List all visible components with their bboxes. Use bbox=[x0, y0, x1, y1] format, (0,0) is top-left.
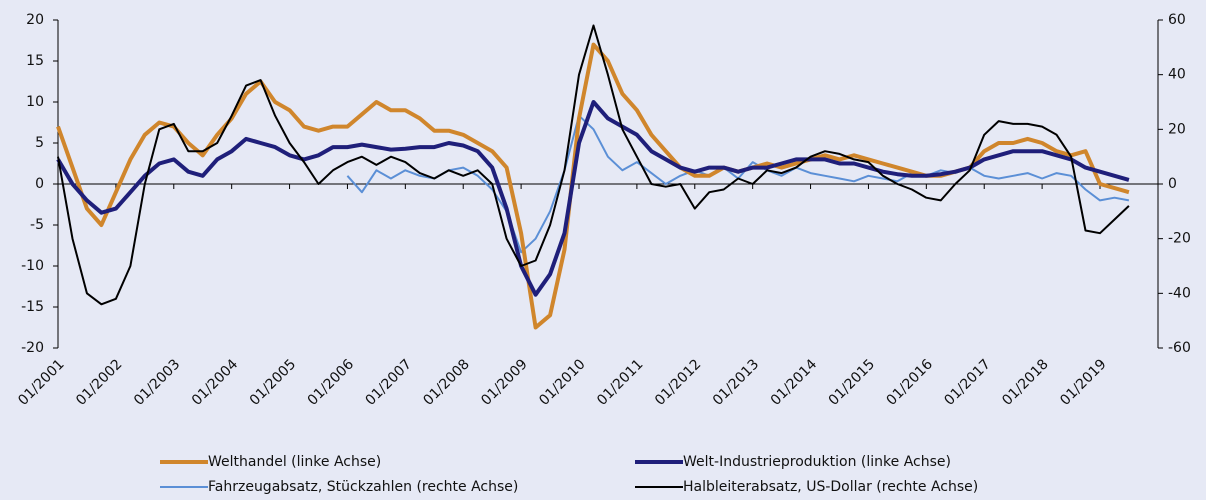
y-tick-label: -5 bbox=[30, 217, 44, 233]
y-tick-label: 5 bbox=[35, 135, 44, 151]
y2-tick-label: 40 bbox=[1168, 67, 1186, 83]
series-line bbox=[56, 100, 1130, 297]
y2-tick-label: -20 bbox=[1168, 231, 1191, 247]
x-tick-label: 01/2019 bbox=[1057, 356, 1109, 408]
x-tick-label: 01/2005 bbox=[247, 356, 299, 408]
y-tick-label: 15 bbox=[26, 53, 44, 69]
legend-label: Fahrzeugabsatz, Stückzahlen (rechte Achs… bbox=[208, 479, 518, 495]
y2-tick-label: -60 bbox=[1168, 340, 1191, 356]
x-tick-label: 01/2014 bbox=[768, 356, 821, 409]
y-tick-label: -10 bbox=[21, 258, 44, 274]
y-tick-label: -20 bbox=[21, 340, 44, 356]
x-tick-label: 01/2011 bbox=[594, 356, 646, 408]
x-tick-label: 01/2017 bbox=[941, 356, 993, 408]
legend-label: Welt-Industrieproduktion (linke Achse) bbox=[683, 454, 951, 470]
x-tick-label: 01/2007 bbox=[363, 356, 415, 408]
x-tick-label: 01/2006 bbox=[305, 356, 358, 409]
y-tick-label: 10 bbox=[26, 94, 44, 110]
x-tick-label: 01/2016 bbox=[884, 356, 937, 409]
y-tick-label: 20 bbox=[26, 12, 44, 28]
x-tick-label: 01/2013 bbox=[710, 356, 762, 408]
y-tick-label: 0 bbox=[35, 176, 44, 192]
legend-label: Halbleiterabsatz, US-Dollar (rechte Achs… bbox=[683, 479, 978, 495]
x-tick-label: 01/2002 bbox=[73, 356, 125, 408]
y2-tick-label: 0 bbox=[1168, 176, 1177, 192]
series-line bbox=[57, 24, 1130, 306]
x-tick-label: 01/2008 bbox=[420, 356, 472, 408]
x-tick-label: 01/2018 bbox=[999, 356, 1051, 408]
x-tick-label: 01/2009 bbox=[478, 356, 530, 408]
x-tick-label: 01/2015 bbox=[826, 356, 878, 408]
x-tick-label: 01/2004 bbox=[189, 356, 242, 409]
y2-tick-label: 20 bbox=[1168, 121, 1186, 137]
y-tick-label: -15 bbox=[21, 299, 44, 315]
x-tick-label: 01/2010 bbox=[536, 356, 588, 408]
y2-tick-label: -40 bbox=[1168, 285, 1191, 301]
legend-label: Welthandel (linke Achse) bbox=[208, 454, 381, 470]
series-line bbox=[56, 42, 1130, 330]
y2-tick-label: 60 bbox=[1168, 12, 1186, 28]
x-tick-label: 01/2003 bbox=[131, 356, 183, 408]
x-tick-label: 01/2001 bbox=[15, 356, 67, 408]
x-tick-label: 01/2012 bbox=[652, 356, 704, 408]
